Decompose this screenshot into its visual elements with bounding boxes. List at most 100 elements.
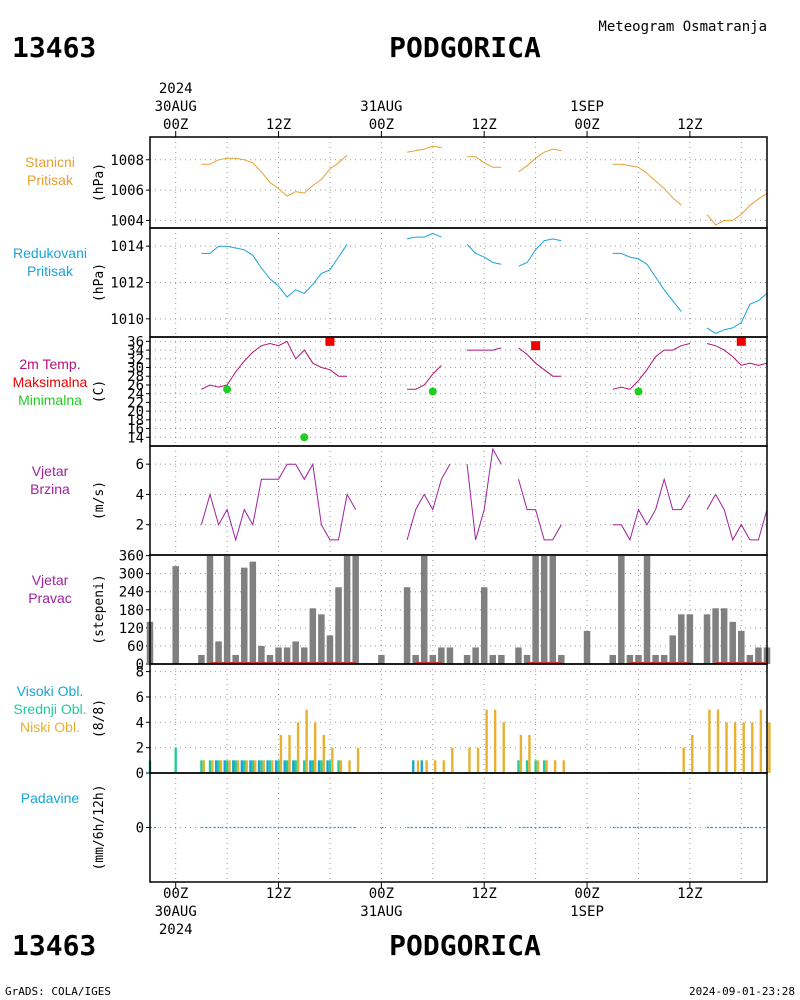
bottom-time-label: 00Z [163, 886, 188, 902]
wind-dir-bar [420, 555, 428, 664]
y-tick-label: 16 [127, 422, 144, 438]
series-line-reduced_pressure [201, 244, 348, 298]
wind-dir-bar [626, 654, 634, 664]
cloud-bar-mid [328, 760, 332, 773]
y-tick-label: 1010 [110, 312, 144, 328]
max-temp-marker [325, 336, 335, 346]
top-time-label: 12Z [677, 117, 702, 133]
cloud-bar-high [420, 760, 424, 773]
cloud-bar-high [240, 760, 244, 773]
wind-dir-bar [635, 654, 642, 664]
y-tick-label: 300 [119, 567, 144, 583]
y-tick-label: 14 [127, 430, 144, 446]
cloud-bar-mid [277, 760, 280, 773]
cloud-bar-mid [337, 760, 340, 773]
cloud-bar-low [562, 760, 565, 773]
wind-dir-bar [403, 587, 411, 664]
station-id-top: 13463 [12, 31, 96, 64]
cloud-bar-mid [217, 760, 220, 773]
cloud-bar-mid [174, 747, 177, 773]
cloud-bar-high [412, 760, 415, 773]
series-line-temperature [518, 347, 562, 377]
top-time-label: 2024 [159, 81, 193, 97]
cloud-bar-high [266, 760, 269, 773]
wind-dir-bar [755, 647, 762, 664]
panel-precipitation: 0 (mm/6h/12h) Padavine [21, 772, 768, 883]
y-tick-label: 26 [127, 378, 144, 394]
wind-dir-bar [480, 587, 488, 664]
cloud-bar-low [682, 747, 685, 773]
cloud-bar-mid [234, 760, 237, 773]
panel-label: Visoki Obl. [17, 683, 84, 699]
max-temp-marker [736, 336, 746, 346]
bottom-time-label: 2024 [159, 922, 193, 938]
footer-left: GrADS: COLA/IGES [5, 985, 111, 998]
cloud-bar-mid [225, 760, 229, 773]
panel-frame [149, 227, 768, 338]
top-time-label: 30AUG [155, 99, 197, 115]
top-time-axis: 2024 30AUG 00Z 12Z 31AUG 00Z 12Z 1SEP 00Z 12Z [155, 81, 703, 137]
cloud-bar-low [331, 747, 334, 773]
wind-dir-bar [618, 555, 625, 664]
cloud-bar-low [742, 722, 745, 773]
panel-label: Brzina [30, 481, 70, 497]
cloud-bar-low [502, 722, 505, 773]
cloud-bar-low [768, 722, 771, 773]
panel-frame [149, 336, 768, 447]
panel-label: Vjetar [32, 463, 69, 479]
wind-dir-bar [472, 647, 479, 664]
top-time-label: 12Z [472, 117, 497, 133]
series-line-wind_speed [200, 462, 357, 542]
product-title: Meteogram Osmatranja [598, 19, 767, 35]
cloud-bar-low [262, 760, 266, 773]
cloud-bar-low [219, 760, 223, 773]
series-line-station_pressure [612, 163, 682, 206]
wind-dir-bar [352, 555, 359, 664]
y-axis-label: (m/s) [92, 481, 107, 520]
series-line-temperature [612, 343, 691, 390]
wind-dir-bar [335, 587, 342, 664]
min-temp-marker [634, 387, 643, 396]
bottom-time-label: 00Z [369, 886, 394, 902]
top-time-label: 31AUG [360, 99, 402, 115]
y-tick-label: 0 [136, 657, 144, 673]
y-axis-label: (C) [92, 380, 107, 403]
wind-dir-bar [301, 647, 308, 664]
panel-label: Vjetar [32, 572, 69, 588]
cloud-bar-low [733, 722, 737, 773]
cloud-bar-low [211, 760, 214, 773]
cloud-bar-high [214, 760, 218, 773]
series-line-temperature [467, 347, 502, 351]
series-line-wind_speed [406, 463, 451, 541]
cloud-bar-mid [534, 760, 537, 773]
wind-dir-bar [583, 630, 591, 664]
y-axis-label: (hPa) [92, 263, 107, 302]
cloud-bar-low [553, 760, 557, 773]
y-tick-label: 4 [136, 487, 144, 503]
y-tick-label: 240 [119, 585, 144, 601]
cloud-bar-high [326, 760, 329, 773]
cloud-bar-low [519, 734, 523, 773]
panel-wind_speed: 2 4 6 (m/s) Vjetar Brzina [30, 445, 768, 556]
cloud-bar-mid [208, 760, 212, 773]
series-line-temperature [706, 343, 768, 366]
panel-wind_direction: 0 60 120 180 240 300 360 (stepeni) Vjetar Pravac [28, 549, 771, 673]
bottom-time-label: 12Z [266, 886, 291, 902]
y-tick-label: 1012 [110, 276, 144, 292]
wind-dir-bar [249, 561, 257, 664]
wind-dir-bar [678, 614, 685, 664]
wind-dir-bar [738, 630, 745, 664]
panel-label: Pritisak [27, 263, 74, 279]
cloud-bar-mid [285, 760, 289, 773]
wind-dir-bar [712, 608, 719, 664]
cloud-bar-low [708, 709, 711, 773]
series-line-station_pressure [467, 156, 502, 168]
y-tick-label: 34 [127, 343, 144, 359]
cloud-bar-low [528, 734, 531, 773]
min-temp-marker [223, 385, 232, 394]
cloud-bar-mid [311, 760, 315, 773]
wind-dir-bar [515, 647, 522, 664]
cloud-bar-high [257, 760, 261, 773]
station-name-top: PODGORICA [389, 31, 541, 64]
